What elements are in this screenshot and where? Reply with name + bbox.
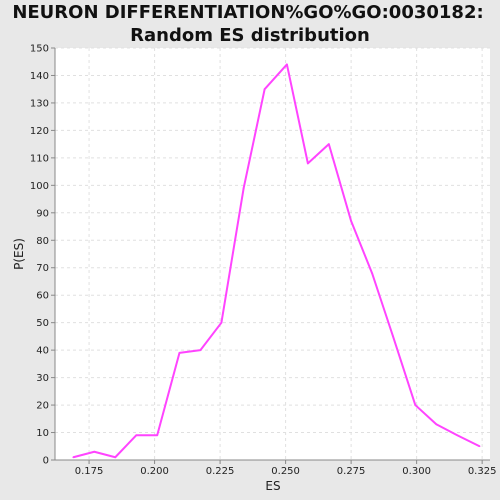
x-tick-label: 0.300 [402, 466, 431, 477]
x-tick-layer: 0.175 0.200 0.225 0.250 0.275 0.300 0.325 [75, 460, 497, 477]
data-point [435, 423, 438, 426]
data-point [306, 162, 309, 165]
data-point [392, 335, 394, 338]
data-point [178, 351, 181, 354]
y-tick-label: 60 [36, 291, 49, 302]
y-tick-label: 120 [30, 126, 49, 137]
y-axis-label: P(ES) [12, 238, 26, 270]
data-point [156, 434, 159, 437]
y-tick-label: 90 [36, 208, 49, 219]
y-tick-label: 150 [30, 44, 49, 55]
x-tick-label: 0.275 [337, 466, 366, 477]
x-tick-label: 0.325 [468, 466, 497, 477]
y-tick-layer: 0 10 20 30 40 50 60 70 80 90 100 110 120 130 140 150 [30, 44, 55, 467]
data-point [199, 349, 202, 352]
y-tick-label: 110 [30, 153, 49, 164]
y-tick-label: 40 [36, 346, 49, 357]
x-axis-label: ES [265, 479, 280, 493]
data-point [263, 88, 266, 91]
y-tick-label: 50 [36, 318, 49, 329]
y-tick-label: 70 [36, 263, 49, 274]
data-point [456, 434, 459, 437]
data-point [114, 456, 117, 459]
data-point [220, 321, 223, 324]
data-point [93, 450, 96, 453]
y-tick-label: 130 [30, 98, 49, 109]
data-point [350, 220, 353, 222]
x-tick-label: 0.250 [271, 466, 300, 477]
gridlines [55, 47, 490, 460]
data-point [242, 187, 245, 189]
data-point [371, 272, 373, 275]
chart-title: NEURON DIFFERENTIATION%GO%GO:0030182: [12, 2, 483, 23]
x-tick-label: 0.200 [140, 466, 169, 477]
data-point [478, 445, 481, 448]
chart-subtitle: Random ES distribution [130, 25, 370, 46]
plot-area [55, 48, 490, 460]
y-tick-label: 10 [36, 428, 49, 439]
y-tick-label: 100 [30, 181, 49, 192]
y-tick-label: 0 [43, 456, 49, 467]
series-line [73, 63, 480, 459]
series-layer [72, 63, 481, 459]
x-tick-label: 0.175 [75, 466, 104, 477]
data-point [135, 434, 138, 437]
y-tick-label: 80 [36, 236, 49, 247]
y-tick-label: 30 [36, 373, 49, 384]
data-point [72, 456, 75, 459]
data-point [327, 143, 330, 146]
data-point [286, 63, 288, 66]
y-tick-label: 140 [30, 71, 49, 82]
x-tick-label: 0.225 [206, 466, 235, 477]
data-point [414, 404, 417, 406]
y-tick-label: 20 [36, 401, 49, 412]
